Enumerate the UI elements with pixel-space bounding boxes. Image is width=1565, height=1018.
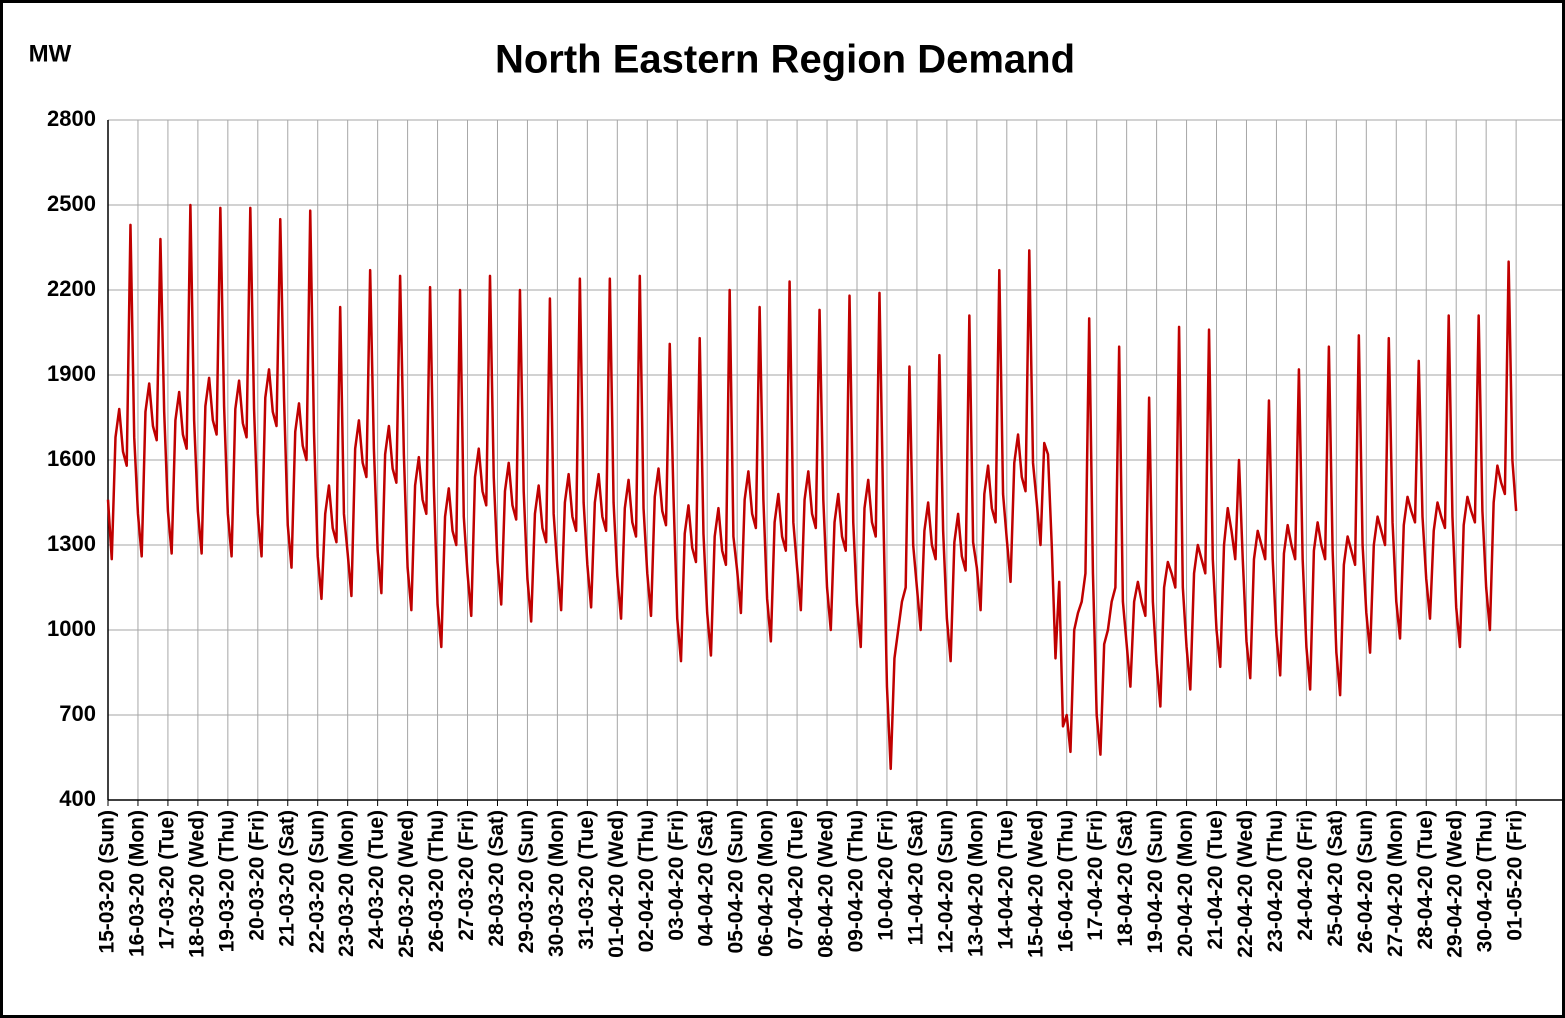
x-tick-label: 21-04-20 (Tue) — [1204, 810, 1227, 950]
x-tick-label: 12-04-20 (Sun) — [934, 810, 957, 954]
x-tick-label: 02-04-20 (Thu) — [635, 810, 658, 952]
x-tick-label: 28-03-20 (Sat) — [485, 810, 508, 947]
x-tick-label: 20-03-20 (Fri) — [245, 810, 268, 941]
x-tick-label: 29-04-20 (Wed) — [1444, 810, 1467, 958]
x-tick-label: 20-04-20 (Mon) — [1174, 810, 1197, 957]
demand-line — [106, 203, 1518, 771]
x-tick-label: 08-04-20 (Wed) — [815, 810, 838, 958]
x-tick-label: 18-03-20 (Wed) — [185, 810, 208, 958]
x-tick-label: 21-03-20 (Sat) — [275, 810, 298, 947]
x-tick-label: 16-03-20 (Mon) — [126, 810, 149, 957]
x-tick-label: 23-04-20 (Thu) — [1264, 810, 1287, 952]
x-tick-label: 19-03-20 (Thu) — [215, 810, 238, 952]
x-tick-label: 22-04-20 (Wed) — [1234, 810, 1257, 958]
x-tick-label: 13-04-20 (Mon) — [964, 810, 987, 957]
x-tick-label: 29-03-20 (Sun) — [515, 810, 538, 954]
x-tick-label: 04-04-20 (Sat) — [695, 810, 718, 947]
x-tick-label: 27-04-20 (Mon) — [1384, 810, 1407, 957]
y-tick-label: 2800 — [47, 106, 96, 131]
chart-title: North Eastern Region Demand — [495, 38, 1075, 82]
x-tick-label: 14-04-20 (Tue) — [994, 810, 1017, 950]
x-tick-label: 24-04-20 (Fri) — [1294, 810, 1317, 941]
y-tick-label: 2200 — [47, 276, 96, 301]
y-tick-label: 2500 — [47, 191, 96, 216]
x-tick-label: 25-03-20 (Wed) — [395, 810, 418, 958]
x-tick-label: 09-04-20 (Thu) — [845, 810, 868, 952]
x-tick-label: 17-04-20 (Fri) — [1084, 810, 1107, 941]
x-tick-label: 15-03-20 (Sun) — [96, 810, 119, 954]
x-tick-label: 03-04-20 (Fri) — [665, 810, 688, 941]
y-axis-label: MW — [29, 40, 72, 67]
x-tick-label: 07-04-20 (Tue) — [785, 810, 808, 950]
x-tick-label: 30-04-20 (Thu) — [1474, 810, 1497, 952]
x-tick-label: 17-03-20 (Tue) — [155, 810, 178, 950]
x-tick-label: 25-04-20 (Sat) — [1324, 810, 1347, 947]
x-tick-label: 05-04-20 (Sun) — [725, 810, 748, 954]
x-tick-label: 24-03-20 (Tue) — [365, 810, 388, 950]
x-tick-label: 23-03-20 (Mon) — [335, 810, 358, 957]
x-tick-label: 30-03-20 (Mon) — [545, 810, 568, 957]
x-tick-label: 16-04-20 (Thu) — [1054, 810, 1077, 952]
x-tick-label: 28-04-20 (Tue) — [1414, 810, 1437, 950]
x-tick-label: 26-04-20 (Sun) — [1354, 810, 1377, 954]
x-tick-label: 01-05-20 (Fri) — [1504, 810, 1527, 941]
y-tick-label: 1600 — [47, 446, 96, 471]
x-tick-label: 10-04-20 (Fri) — [875, 810, 898, 941]
x-tick-label: 15-04-20 (Wed) — [1024, 810, 1047, 958]
x-tick-label: 22-03-20 (Sun) — [305, 810, 328, 954]
x-tick-label: 18-04-20 (Sat) — [1114, 810, 1137, 947]
y-tick-label: 400 — [59, 786, 96, 811]
x-tick-label: 01-04-20 (Wed) — [605, 810, 628, 958]
x-tick-label: 06-04-20 (Mon) — [755, 810, 778, 957]
x-tick-label: 27-03-20 (Fri) — [455, 810, 478, 941]
y-tick-label: 1300 — [47, 531, 96, 556]
y-tick-label: 700 — [59, 701, 96, 726]
y-tick-label: 1000 — [47, 616, 96, 641]
x-tick-label: 19-04-20 (Sun) — [1144, 810, 1167, 954]
x-tick-label: 31-03-20 (Tue) — [575, 810, 598, 950]
y-tick-label: 1900 — [47, 361, 96, 386]
x-tick-label: 11-04-20 (Sat) — [904, 810, 927, 945]
x-tick-label: 26-03-20 (Thu) — [425, 810, 448, 952]
